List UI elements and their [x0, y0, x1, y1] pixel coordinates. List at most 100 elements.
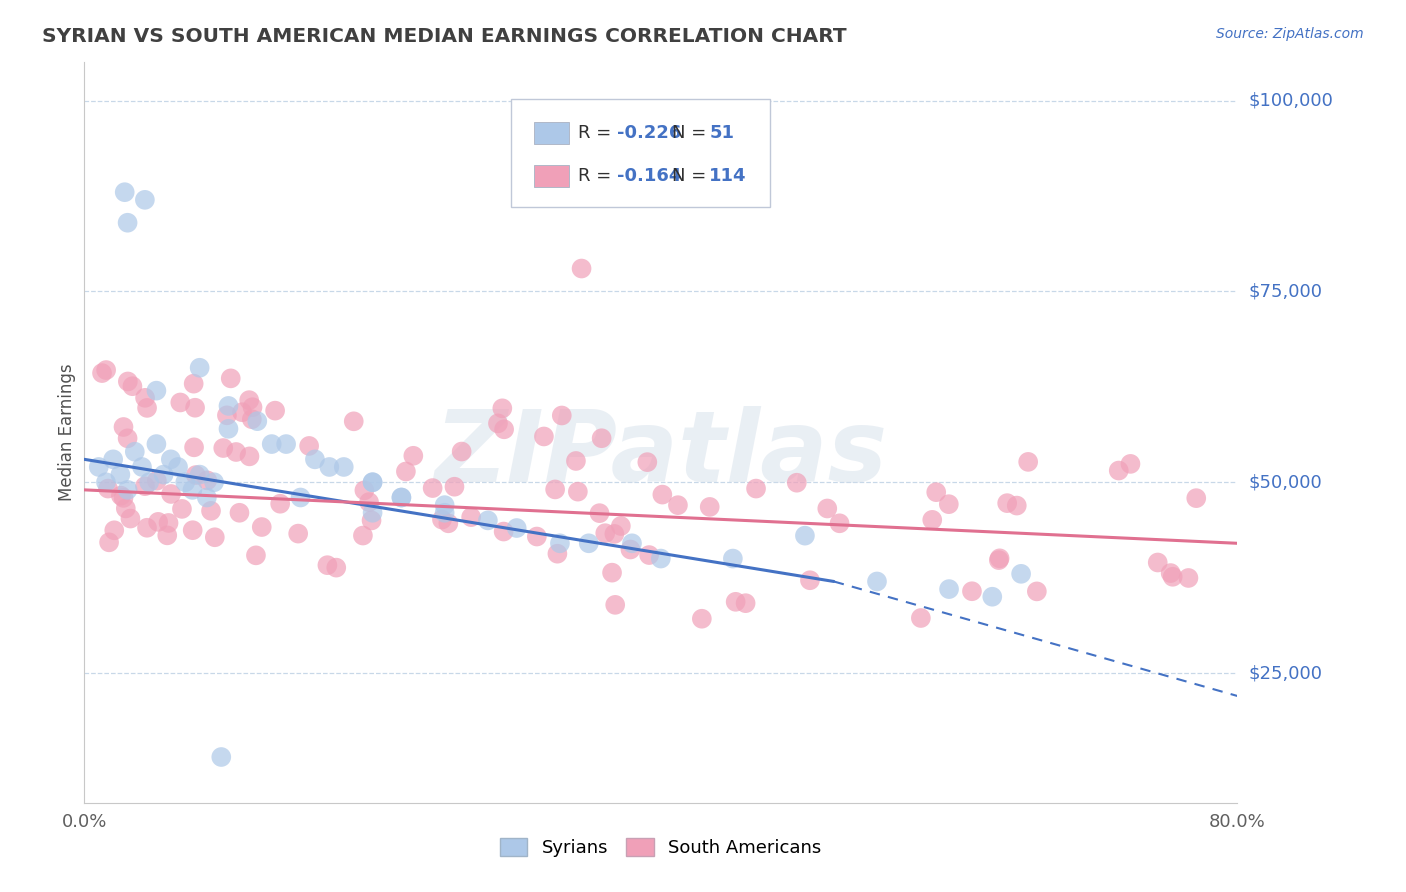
Point [195, 474, 218, 488]
Point [333, 460, 356, 475]
Point [1177, 571, 1199, 585]
Point [433, 506, 456, 520]
Point [134, 193, 156, 207]
Point [231, 405, 253, 419]
Point [588, 506, 610, 520]
Point [112, 420, 135, 434]
Point [215, 409, 238, 423]
Point [343, 414, 366, 428]
Point [103, 523, 125, 537]
Point [218, 422, 240, 436]
Point [264, 403, 287, 417]
Point [238, 450, 260, 464]
Point [183, 440, 205, 454]
Point [491, 401, 513, 416]
Point [238, 393, 260, 408]
Text: N =: N = [672, 124, 713, 142]
Point [734, 596, 756, 610]
Point [304, 452, 326, 467]
Point [430, 512, 453, 526]
Point [603, 527, 626, 541]
Point [131, 460, 153, 475]
Point [219, 371, 242, 385]
Text: Source: ZipAtlas.com: Source: ZipAtlas.com [1216, 27, 1364, 41]
Text: N =: N = [672, 167, 713, 185]
Point [745, 482, 768, 496]
Point [157, 516, 180, 530]
Point [170, 502, 193, 516]
Point [250, 520, 273, 534]
Point [544, 483, 567, 497]
Point [925, 485, 948, 500]
Point [1005, 499, 1028, 513]
Point [146, 515, 169, 529]
Point [121, 379, 143, 393]
Point [318, 460, 340, 475]
Point [117, 483, 139, 497]
Point [146, 474, 169, 488]
Point [204, 530, 226, 544]
Point [110, 467, 132, 482]
Point [987, 553, 1010, 567]
Point [117, 216, 139, 230]
Text: 114: 114 [709, 167, 747, 185]
Legend: Syrians, South Americans: Syrians, South Americans [494, 830, 828, 864]
Point [87, 460, 110, 475]
Point [183, 376, 205, 391]
Point [117, 431, 139, 445]
Point [460, 510, 482, 524]
Point [1160, 566, 1182, 580]
Point [995, 496, 1018, 510]
Point [287, 526, 309, 541]
Point [91, 366, 114, 380]
Point [1161, 570, 1184, 584]
Point [651, 487, 673, 501]
Point [548, 536, 571, 550]
Point [184, 468, 207, 483]
Point [94, 475, 117, 490]
Point [361, 475, 384, 490]
Point [477, 513, 499, 527]
Text: SYRIAN VS SOUTH AMERICAN MEDIAN EARNINGS CORRELATION CHART: SYRIAN VS SOUTH AMERICAN MEDIAN EARNINGS… [42, 27, 846, 45]
Point [938, 582, 960, 596]
Text: 51: 51 [709, 124, 734, 142]
Point [245, 549, 267, 563]
Point [799, 574, 821, 588]
Point [591, 431, 613, 445]
Point [269, 497, 291, 511]
Point [1108, 464, 1130, 478]
Point [169, 395, 191, 409]
Point [650, 551, 672, 566]
Point [402, 449, 425, 463]
Point [828, 516, 851, 531]
Point [571, 261, 593, 276]
Point [103, 452, 124, 467]
Point [593, 526, 616, 541]
Point [181, 483, 204, 497]
Point [353, 483, 375, 498]
Point [567, 484, 589, 499]
Point [391, 491, 413, 505]
Point [246, 414, 269, 428]
Point [619, 542, 641, 557]
Point [134, 391, 156, 405]
Point [921, 513, 943, 527]
Point [690, 612, 713, 626]
Point [352, 528, 374, 542]
Point [910, 611, 932, 625]
Point [492, 524, 515, 539]
Point [395, 465, 418, 479]
Point [174, 475, 197, 490]
Text: -0.226: -0.226 [617, 124, 682, 142]
Point [188, 360, 211, 375]
Text: $50,000: $50,000 [1249, 474, 1322, 491]
Point [112, 491, 135, 505]
Point [298, 439, 321, 453]
Point [114, 185, 136, 199]
Point [202, 475, 225, 490]
Point [225, 445, 247, 459]
Text: R =: R = [578, 167, 617, 185]
Point [94, 363, 117, 377]
Point [195, 491, 218, 505]
Text: $100,000: $100,000 [1249, 92, 1333, 110]
